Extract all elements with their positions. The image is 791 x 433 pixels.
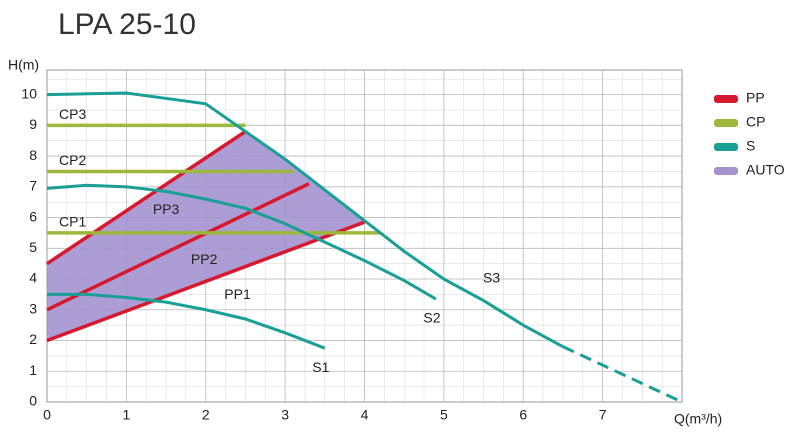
pp-line (46, 220, 366, 343)
x-axis-label: Q(m³/h) (674, 411, 722, 427)
y-tick-label: 5 (29, 239, 37, 255)
curve-line-dashed (562, 345, 683, 404)
x-tick-label: 0 (43, 407, 51, 423)
pp-line (46, 130, 247, 266)
series-label: CP3 (59, 106, 86, 122)
curve-line (46, 91, 564, 348)
legend-swatch (714, 167, 738, 175)
x-tick-label: 5 (440, 407, 448, 423)
legend-label: CP (746, 114, 765, 130)
y-tick-label: 1 (29, 362, 37, 378)
s-line (47, 292, 326, 350)
plot-frame (46, 69, 683, 403)
series-label: PP1 (224, 286, 251, 302)
y-tick-label: 2 (29, 331, 37, 347)
legend-label: AUTO (746, 162, 785, 178)
legend-label: PP (746, 90, 765, 106)
y-tick-label: 8 (29, 147, 37, 163)
legend-label: S (746, 138, 755, 154)
pp-line (46, 182, 310, 312)
series-label: PP2 (191, 251, 218, 267)
series-label: CP2 (59, 152, 86, 168)
auto-area (47, 131, 365, 341)
x-tick-label: 2 (202, 407, 210, 423)
x-tick-label: 4 (361, 407, 369, 423)
chart-title: LPA 25-10 (58, 8, 196, 41)
legend-swatch (714, 143, 738, 151)
x-tick-label: 7 (599, 407, 607, 423)
series-label: S3 (483, 269, 500, 285)
x-tick-label: 3 (281, 407, 289, 423)
y-tick-label: 7 (29, 178, 37, 194)
x-tick-label: 1 (122, 407, 130, 423)
legend-swatch (714, 95, 738, 103)
y-tick-label: 10 (21, 85, 37, 101)
y-tick-label: 6 (29, 208, 37, 224)
series-label: S1 (312, 359, 329, 375)
y-tick-label: 0 (29, 393, 37, 409)
x-tick-label: 6 (519, 407, 527, 423)
y-tick-label: 9 (29, 116, 37, 132)
legend-swatch (714, 119, 738, 127)
series-label: S2 (423, 310, 440, 326)
series-label: CP1 (59, 214, 86, 230)
y-axis-label: H(m) (8, 57, 39, 73)
y-tick-label: 3 (29, 300, 37, 316)
y-tick-label: 4 (29, 270, 37, 286)
s-line (46, 183, 437, 301)
series-label: PP3 (153, 201, 180, 217)
